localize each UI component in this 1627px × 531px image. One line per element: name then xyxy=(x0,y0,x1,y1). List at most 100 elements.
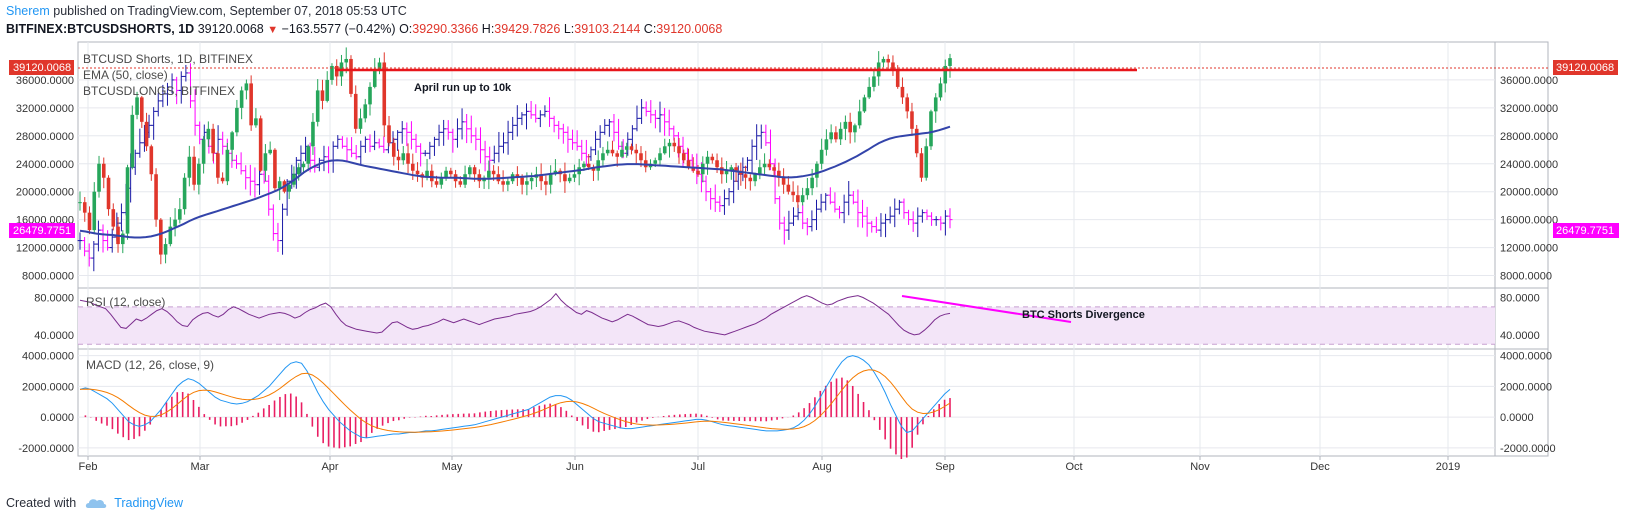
shorts-candle-body xyxy=(610,149,615,154)
longs-ohlc-bar xyxy=(565,126,571,153)
shorts-candle-body xyxy=(430,170,434,182)
shorts-candle-body xyxy=(458,181,463,185)
longs-ohlc-bar xyxy=(832,192,838,213)
shorts-candle xyxy=(605,141,610,156)
author-link[interactable]: Sherem xyxy=(6,4,50,18)
shorts-candle xyxy=(867,77,871,100)
longs-ohlc-bar xyxy=(109,228,115,253)
shorts-candle-body xyxy=(211,128,215,154)
shorts-candle xyxy=(748,174,753,191)
shorts-candle xyxy=(249,75,253,131)
shorts-candle-body xyxy=(948,58,952,66)
longs-ohlc-bar xyxy=(464,113,470,144)
shorts-candle-body xyxy=(525,181,529,185)
shorts-candle xyxy=(862,94,867,113)
open-label: O: xyxy=(399,22,413,36)
longs-ohlc-bar xyxy=(399,121,405,144)
shorts-candle-body xyxy=(796,195,800,203)
shorts-candle xyxy=(92,182,97,235)
shorts-candle-body xyxy=(491,170,496,175)
shorts-candle-body xyxy=(387,125,391,143)
shorts-candle xyxy=(662,138,667,155)
shorts-candle-body xyxy=(368,86,372,105)
price-y-tick-left: 20000.0000 xyxy=(16,187,74,199)
shorts-candle-body xyxy=(182,177,187,210)
shorts-candle-body xyxy=(634,149,639,154)
shorts-candle xyxy=(496,166,501,185)
macd-layer xyxy=(79,355,951,460)
shorts-candle-body xyxy=(758,167,762,175)
longs-ohlc-bar xyxy=(933,216,939,226)
shorts-candle-body xyxy=(919,153,924,178)
shorts-candle xyxy=(187,145,192,187)
shorts-candle xyxy=(173,208,177,237)
shorts-candle xyxy=(311,113,315,155)
shorts-candle xyxy=(758,159,762,180)
longs-ohlc-bar xyxy=(786,210,792,240)
longs-ohlc-bar xyxy=(896,199,902,215)
shorts-candle xyxy=(201,136,206,174)
shorts-candle-body xyxy=(449,170,453,175)
macd-y-tick-left: -2000.0000 xyxy=(18,443,74,455)
divergence-annotation: BTC Shorts Divergence xyxy=(1022,309,1145,321)
shorts-candle xyxy=(154,168,158,227)
shorts-candle xyxy=(720,157,724,184)
longs-ohlc-bar xyxy=(431,136,437,156)
shorts-candle-body xyxy=(586,163,591,168)
longs-ohlc-bar xyxy=(860,199,866,228)
x-tick-label: Oct xyxy=(1065,461,1082,473)
shorts-candle xyxy=(349,55,353,98)
shorts-candle xyxy=(777,162,781,187)
shorts-candle xyxy=(168,217,173,247)
longs-ohlc-bar xyxy=(514,105,520,137)
grid-lines xyxy=(78,42,1495,456)
longs-ohlc-bar xyxy=(450,128,456,153)
shorts-candle-body xyxy=(353,93,358,129)
longs-ohlc-bar xyxy=(841,194,847,224)
shorts-candle-body xyxy=(296,167,301,175)
longs-ohlc-bar xyxy=(652,109,658,129)
longs-ohlc-bar xyxy=(137,128,143,158)
shorts-candle-body xyxy=(924,146,929,178)
longs-ohlc-bar xyxy=(556,120,562,140)
longs-ohlc-bar xyxy=(164,82,170,106)
shorts-candle xyxy=(534,166,539,187)
shorts-candle-body xyxy=(254,118,258,126)
tradingview-brand-link[interactable]: TradingView xyxy=(114,496,183,510)
longs-ohlc-bar xyxy=(818,193,824,213)
shorts-candle xyxy=(848,112,852,144)
shorts-candle xyxy=(567,173,572,184)
longs-ohlc-bar xyxy=(395,130,401,151)
shorts-candle xyxy=(415,162,420,182)
macd-y-tick-right: -2000.0000 xyxy=(1500,443,1556,455)
shorts-candle-body xyxy=(173,219,177,227)
shorts-candle xyxy=(258,115,263,173)
shorts-candle xyxy=(800,187,805,206)
longs-ohlc-bar xyxy=(537,110,543,128)
rsi-divergence-line[interactable] xyxy=(901,295,1072,323)
longs-ohlc-bar xyxy=(528,100,534,119)
longs-price-badge-left-text: 26479.7751 xyxy=(13,225,71,237)
shorts-candle xyxy=(914,124,919,158)
shorts-candle-body xyxy=(572,174,577,178)
longs-ohlc-bar xyxy=(901,198,907,219)
longs-ohlc-bar xyxy=(105,230,111,251)
shorts-candle xyxy=(624,142,629,158)
shorts-candle xyxy=(506,177,510,192)
shorts-candle-body xyxy=(487,170,491,178)
shorts-candle xyxy=(387,115,391,147)
shorts-candle xyxy=(358,108,363,134)
shorts-candle-body xyxy=(178,209,182,220)
shorts-candle xyxy=(101,157,106,189)
longs-ohlc-bar xyxy=(445,120,451,140)
shorts-candle-body xyxy=(886,58,890,63)
shorts-candle-body xyxy=(772,167,776,171)
shorts-candle xyxy=(948,53,952,78)
longs-ohlc-bar xyxy=(477,127,483,164)
longs-ohlc-bar xyxy=(151,107,157,140)
shorts-candle-body xyxy=(406,153,410,164)
longs-ohlc-bar xyxy=(533,104,539,123)
longs-ohlc-bar xyxy=(643,101,649,117)
shorts-candle xyxy=(372,58,377,89)
